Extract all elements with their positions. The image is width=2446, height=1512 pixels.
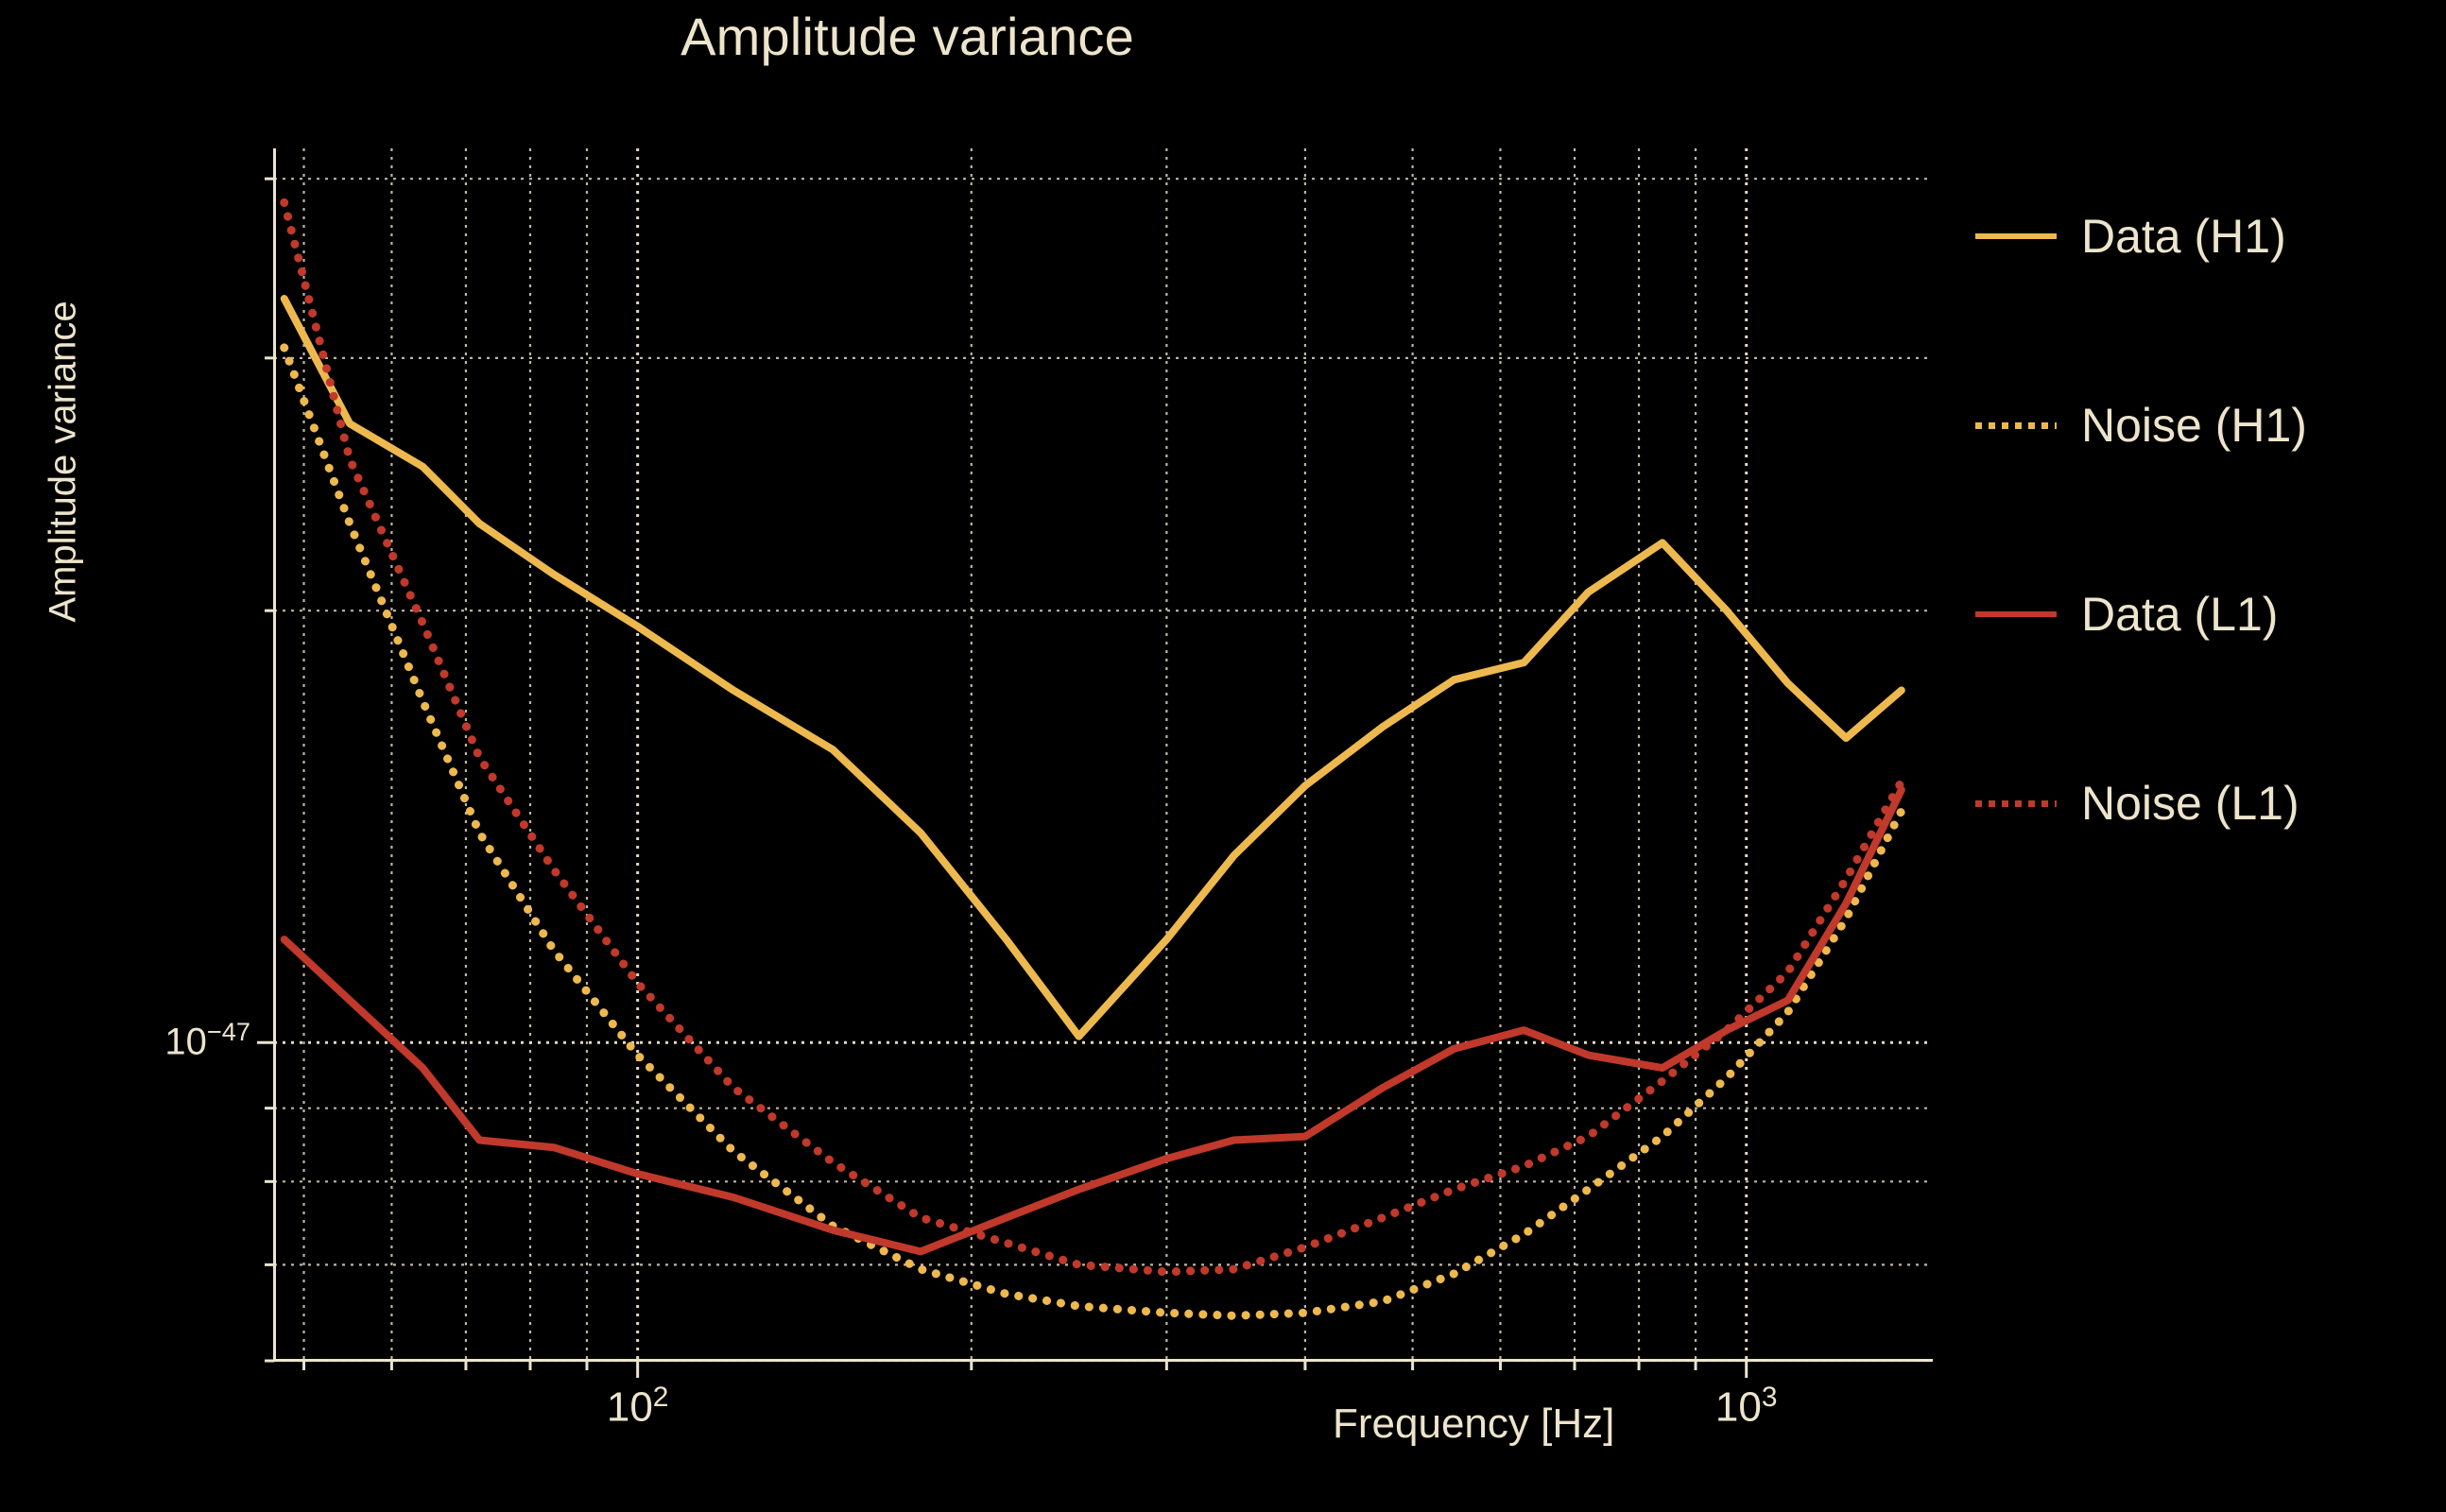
legend-label: Data (H1) (2081, 210, 2286, 263)
legend-swatch-solid-line-icon (1975, 233, 2057, 239)
legend-swatch-dotted-line-icon (1975, 421, 2057, 429)
legend-item-noise-l1[interactable]: Noise (L1) (1975, 709, 2429, 898)
x-tick-label: 102 (606, 1382, 669, 1431)
x-axis-label: Frequency [Hz] (1333, 1400, 1615, 1447)
y-tick-label: 10−47 (164, 1017, 250, 1063)
legend-item-data-h1[interactable]: Data (H1) (1975, 142, 2429, 331)
series-noise-h1 (280, 343, 1906, 1320)
y-axis-spine (273, 148, 276, 1362)
legend-label: Noise (L1) (2081, 777, 2300, 830)
legend-item-noise-h1[interactable]: Noise (H1) (1975, 331, 2429, 520)
series-data-l1 (280, 785, 1905, 1256)
legend-label: Data (L1) (2081, 588, 2279, 641)
series-noise-l1 (280, 198, 1906, 1277)
legend-label: Noise (H1) (2081, 399, 2307, 452)
legend-item-data-l1[interactable]: Data (L1) (1975, 520, 2429, 709)
page-title: Amplitude variance (680, 7, 1134, 66)
series-data-h1 (280, 295, 1905, 1040)
x-tick-label: 103 (1714, 1382, 1778, 1431)
y-axis-label: Amplitude variance (42, 301, 84, 623)
x-axis-spine (274, 1359, 1933, 1362)
legend-swatch-solid-line-icon (1975, 611, 2057, 617)
axis-ticks (257, 177, 1748, 1378)
plot-canvas (257, 148, 1932, 1378)
plot-area (257, 148, 1932, 1378)
legend-swatch-dotted-line-icon (1975, 799, 2057, 807)
legend: Data (H1) Noise (H1) Data (L1) Noise (L1) (1975, 142, 2429, 898)
gridlines (274, 148, 1932, 1363)
